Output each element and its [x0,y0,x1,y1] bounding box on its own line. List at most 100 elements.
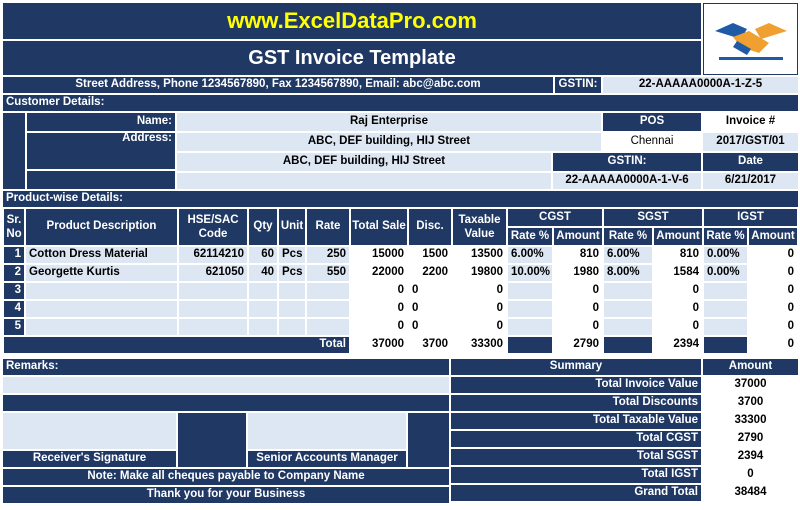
row-description[interactable] [26,283,177,299]
pos-label: POS [603,113,701,131]
customer-section-label: Customer Details: [3,95,798,111]
header-disc: Disc. [409,209,451,245]
row-total-sale: 0 [351,319,407,335]
row-qty[interactable]: 60 [249,247,277,263]
header-amount-0: Amount [554,228,602,245]
row-sgst-rate[interactable] [604,283,652,299]
summary-item-value: 33300 [703,413,798,429]
row-unit[interactable] [279,319,305,335]
row-igst-amount: 0 [749,265,797,281]
thanks-note: Thank you for your Business [3,487,449,503]
customer-gstin-value: 22-AAAAA0000A-1-V-6 [553,173,701,189]
header-hse-code: HSE/SAC Code [179,209,247,245]
row-cgst-rate[interactable] [508,283,552,299]
row-igst-rate[interactable]: 0.00% [704,265,747,281]
row-description[interactable] [26,301,177,317]
header-rate-pct-2: Rate % [704,228,747,245]
row-code[interactable] [179,319,247,335]
row-cgst-amount: 0 [554,319,602,335]
row-qty[interactable]: 40 [249,265,277,281]
row-unit[interactable] [279,283,305,299]
total-igst: 0 [749,337,797,353]
row-disc: 1500 [409,247,451,263]
row-igst-rate[interactable] [704,283,747,299]
row-rate[interactable]: 250 [307,247,349,263]
product-section-label: Product-wise Details: [3,191,798,207]
date-label: Date [703,153,798,171]
summary-item-label: Total Discounts [451,395,701,411]
summary-item-label: Total Invoice Value [451,377,701,393]
header-igst: IGST [704,209,797,226]
row-unit[interactable]: Pcs [279,265,305,281]
summary-item-value: 0 [703,467,798,483]
row-qty[interactable] [249,319,277,335]
signature-spacer-right [408,413,449,467]
row-igst-rate[interactable]: 0.00% [704,247,747,263]
row-igst-amount: 0 [749,301,797,317]
handshake-icon [711,9,791,69]
total-cgst-blank [508,337,552,353]
header-sr-no-line1: Sr. [6,213,22,226]
address-label: Address: [27,133,175,169]
header-sr-no: Sr. No [4,209,24,245]
row-qty[interactable] [249,283,277,299]
row-description[interactable] [26,319,177,335]
row-sgst-rate[interactable]: 8.00% [604,265,652,281]
row-code[interactable] [179,301,247,317]
header-description: Product Description [26,209,177,245]
row-cgst-rate[interactable] [508,319,552,335]
logo [703,3,798,75]
row-unit[interactable] [279,301,305,317]
summary-item-label: Total IGST [451,467,701,483]
row-cgst-rate[interactable] [508,301,552,317]
row-sr: 2 [4,265,24,281]
row-sgst-amount: 0 [654,301,702,317]
address-line2: ABC, DEF building, HIJ Street [177,153,551,171]
customer-side-bar [3,113,25,189]
row-description[interactable]: Georgette Kurtis [26,265,177,281]
header-total-sale: Total Sale [351,209,407,245]
row-sgst-rate[interactable] [604,319,652,335]
row-taxable: 13500 [453,247,506,263]
row-rate[interactable] [307,283,349,299]
name-value: Raj Enterprise [177,113,601,131]
row-sr: 4 [4,301,24,317]
row-disc: 0 [409,283,451,299]
row-igst-amount: 0 [749,247,797,263]
row-taxable: 0 [453,301,506,317]
row-cgst-rate[interactable]: 6.00% [508,247,552,263]
row-rate[interactable]: 550 [307,265,349,281]
row-rate[interactable] [307,301,349,317]
row-rate[interactable] [307,319,349,335]
row-code[interactable]: 621050 [179,265,247,281]
header-unit: Unit [279,209,305,245]
row-igst-rate[interactable] [704,319,747,335]
row-sr: 3 [4,283,24,299]
remarks-label: Remarks: [3,359,449,375]
total-sgst: 2394 [654,337,702,353]
summary-item-value: 2394 [703,449,798,465]
header-sgst: SGST [604,209,702,226]
row-igst-rate[interactable] [704,301,747,317]
receiver-signature-label: Receiver's Signature [3,451,176,467]
row-taxable: 0 [453,283,506,299]
row-sgst-rate[interactable]: 6.00% [604,247,652,263]
manager-signature-box [248,413,406,449]
row-unit[interactable]: Pcs [279,247,305,263]
row-code[interactable] [179,283,247,299]
summary-item-label: Total CGST [451,431,701,447]
row-code[interactable]: 62114210 [179,247,247,263]
invoice-title: GST Invoice Template [3,41,701,75]
header-amount-2: Amount [749,228,797,245]
row-taxable: 19800 [453,265,506,281]
header-taxable-value: Taxable Value [453,209,506,245]
row-sgst-amount: 1584 [654,265,702,281]
row-description[interactable]: Cotton Dress Material [26,247,177,263]
row-cgst-rate[interactable]: 10.00% [508,265,552,281]
row-taxable: 0 [453,319,506,335]
header-amount-1: Amount [654,228,702,245]
row-disc: 0 [409,301,451,317]
row-qty[interactable] [249,301,277,317]
row-sgst-rate[interactable] [604,301,652,317]
summary-amount-label: Amount [703,359,798,375]
